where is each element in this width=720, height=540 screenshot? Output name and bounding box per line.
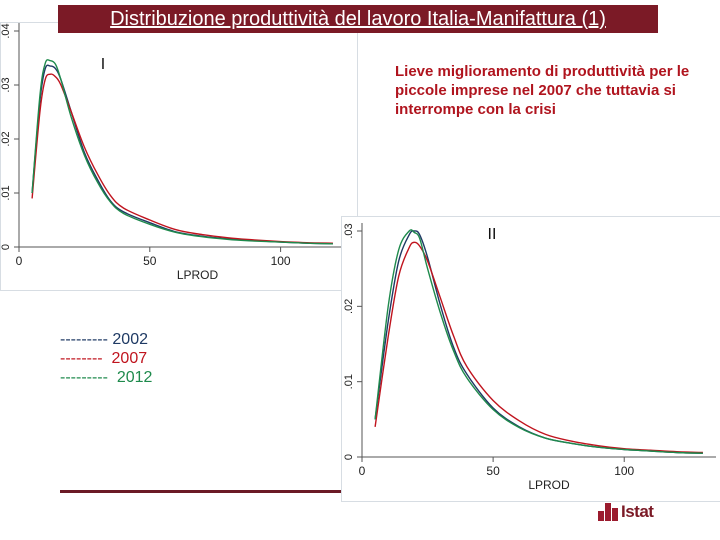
istat-logo-mark (598, 503, 618, 521)
x-axis-label-2: LPROD (528, 478, 570, 492)
legend-item-2002: --------- 2002 (60, 330, 152, 349)
y-tick-label-2-2: .02 (343, 299, 355, 314)
y-tick-label-2-0: 0 (343, 454, 355, 460)
density-chart-1: 0 .01 .02 .03 .04 0 50 100 LPROD I (0, 23, 346, 282)
density-chart-2: 0 .01 .02 .03 0 50 100 LPROD II (343, 223, 716, 492)
series-line-2007-2 (374, 241, 703, 454)
y-tick-label-1-0: 0 (1, 244, 12, 250)
chart-panel-1: 0 .01 .02 .03 .04 0 50 100 LPROD I (0, 22, 358, 291)
series-line-2002-1 (31, 64, 333, 245)
annotation-text: Lieve miglioramento di produttività per … (395, 63, 690, 118)
legend-label-2002: 2002 (112, 331, 148, 348)
legend: --------- 2002 -------- 2007 --------- 2… (60, 330, 152, 387)
series-line-2012-2 (374, 229, 703, 454)
istat-logo-text: Istat (621, 502, 654, 521)
x-tick-label-2-2: 100 (614, 464, 634, 478)
legend-dashes-2012: --------- (60, 369, 108, 386)
series-line-2007-1 (31, 73, 333, 244)
x-tick-label-1-0: 0 (16, 254, 23, 268)
x-tick-label-2-0: 0 (359, 464, 366, 478)
x-axis-label-1: LPROD (177, 268, 219, 282)
panel-label-2: II (488, 226, 497, 243)
legend-item-2007: -------- 2007 (60, 349, 152, 368)
chart-panel-2: 0 .01 .02 .03 0 50 100 LPROD II (341, 216, 720, 502)
x-tick-label-1-1: 50 (143, 254, 157, 268)
x-tick-label-1-2: 100 (271, 254, 291, 268)
y-tick-label-1-2: .02 (1, 131, 12, 146)
legend-label-2012: 2012 (116, 369, 153, 386)
series-line-2012-1 (31, 59, 333, 245)
legend-item-2012: --------- 2012 (60, 368, 152, 387)
panel-label-1: I (101, 56, 105, 73)
slide-title: Distribuzione produttività del lavoro It… (58, 5, 658, 33)
y-tick-label-1-3: .03 (1, 77, 12, 92)
legend-dashes-2002: --------- (60, 331, 108, 348)
legend-dashes-2007: -------- (60, 350, 103, 367)
legend-label-2007: 2007 (111, 350, 148, 367)
divider-line (60, 490, 342, 493)
y-tick-label-2-1: .01 (343, 374, 355, 389)
series-line-2002-2 (374, 230, 703, 454)
x-tick-label-2-1: 50 (486, 464, 500, 478)
y-tick-label-1-1: .01 (1, 185, 12, 200)
istat-logo: Istat (598, 502, 654, 522)
y-tick-label-2-3: .03 (343, 223, 355, 238)
y-tick-label-1-4: .04 (1, 23, 12, 38)
